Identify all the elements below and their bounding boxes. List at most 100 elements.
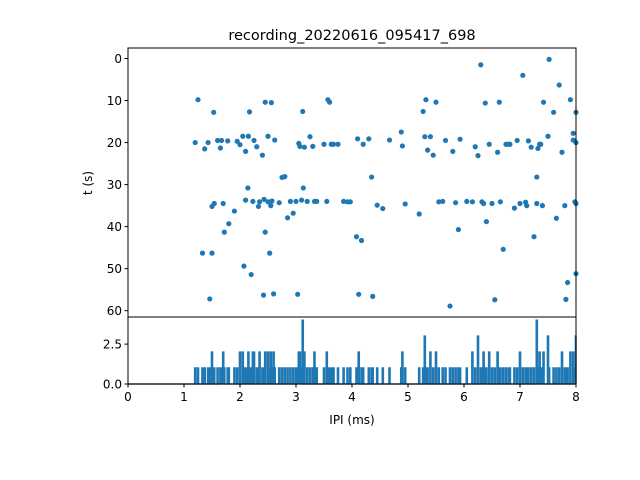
scatter-point	[260, 292, 267, 298]
scatter-point	[531, 234, 537, 240]
scatter-point	[321, 141, 327, 147]
scatter-point	[243, 197, 249, 203]
scatter-point	[398, 129, 404, 135]
scatter-point	[369, 174, 375, 180]
scatter-y-tick-label: 60	[107, 304, 122, 318]
histogram-line	[128, 319, 577, 385]
scatter-point	[570, 130, 576, 136]
scatter-point	[495, 149, 501, 155]
scatter-point	[565, 279, 571, 286]
scatter-point	[492, 297, 498, 303]
scatter-point	[447, 303, 453, 309]
scatter-point	[211, 109, 217, 115]
scatter-point	[481, 200, 487, 207]
scatter-point	[482, 100, 488, 106]
scatter-point	[356, 291, 362, 297]
scatter-point	[314, 198, 320, 205]
scatter-point	[416, 211, 422, 217]
scatter-point	[425, 147, 431, 153]
scatter-point	[307, 134, 313, 140]
scatter-point	[355, 136, 361, 142]
scatter-point	[237, 142, 243, 148]
scatter-point	[483, 218, 489, 225]
histogram-frame	[127, 316, 577, 385]
scatter-point	[265, 199, 271, 205]
scatter-panel: 0 10 20 30 40 50 60	[107, 47, 579, 318]
scatter-point	[440, 198, 446, 205]
scatter-point	[285, 215, 291, 221]
scatter-point	[489, 200, 495, 207]
scatter-point	[546, 56, 552, 62]
scatter-point	[231, 208, 237, 214]
histogram-x-tick-label: 7	[516, 390, 524, 404]
scatter-point	[267, 250, 273, 256]
scatter-point	[327, 99, 333, 105]
scatter-point	[464, 198, 470, 205]
scatter-point	[245, 185, 251, 191]
scatter-point	[347, 199, 353, 205]
scatter-point	[422, 134, 428, 140]
scatter-y-tick-label: 30	[107, 178, 122, 192]
scatter-point	[453, 200, 459, 206]
scatter-point	[562, 203, 568, 209]
scatter-point	[436, 199, 442, 205]
scatter-point	[500, 246, 506, 252]
scatter-y-tick-label: 20	[107, 136, 122, 150]
scatter-point	[511, 205, 517, 211]
scatter-point	[297, 143, 303, 149]
scatter-point	[534, 200, 540, 207]
scatter-point	[525, 138, 532, 144]
scatter-point	[469, 199, 475, 205]
scatter-point	[545, 133, 551, 139]
scatter-point	[450, 148, 456, 154]
scatter-point	[221, 229, 227, 235]
histogram-x-tick-label: 4	[348, 390, 356, 404]
scatter-point	[534, 174, 540, 180]
scatter-point	[478, 62, 484, 68]
scatter-point	[265, 133, 271, 139]
scatter-point	[217, 145, 223, 151]
histogram-x-tick-label: 8	[572, 390, 580, 404]
histogram-x-tick-label: 3	[292, 390, 300, 404]
scatter-point	[259, 152, 265, 158]
scatter-point	[524, 203, 530, 209]
scatter-point	[269, 198, 275, 204]
scatter-point	[420, 108, 426, 115]
histogram-y-ticks: 0.0 2.5	[103, 337, 128, 391]
scatter-point	[538, 141, 544, 147]
scatter-point	[209, 250, 215, 256]
scatter-point	[295, 291, 301, 297]
scatter-point	[257, 199, 263, 205]
scatter-point	[240, 133, 246, 139]
scatter-point	[559, 149, 565, 155]
scatter-point	[540, 99, 547, 105]
scatter-point	[330, 141, 337, 147]
scatter-point	[255, 203, 262, 210]
scatter-point	[268, 100, 274, 106]
scatter-point	[433, 99, 439, 105]
scatter-point	[386, 137, 393, 143]
scatter-point	[528, 144, 534, 150]
scatter-point	[341, 198, 347, 205]
scatter-point	[207, 296, 213, 302]
scatter-point	[455, 226, 461, 233]
histogram-x-tick-label: 5	[404, 390, 412, 404]
scatter-point	[299, 197, 305, 203]
scatter-point	[553, 215, 560, 221]
scatter-point	[520, 72, 526, 78]
scatter-y-tick-label: 10	[107, 94, 122, 108]
histogram-y-tick-label: 2.5	[103, 337, 122, 351]
scatter-point	[507, 141, 513, 147]
scatter-point	[195, 97, 201, 103]
scatter-point	[427, 134, 433, 140]
scatter-point	[254, 144, 260, 150]
histogram-panel: 0.0 2.5 0 1 2 3 4 5 6 7 8	[103, 316, 580, 404]
scatter-point	[304, 198, 310, 205]
scatter-point	[261, 196, 267, 202]
scatter-point	[262, 99, 268, 105]
histogram-x-tick-label: 1	[180, 390, 188, 404]
scatter-point	[262, 229, 268, 235]
scatter-point	[205, 139, 211, 146]
scatter-point	[374, 202, 380, 208]
scatter-point	[199, 250, 206, 256]
